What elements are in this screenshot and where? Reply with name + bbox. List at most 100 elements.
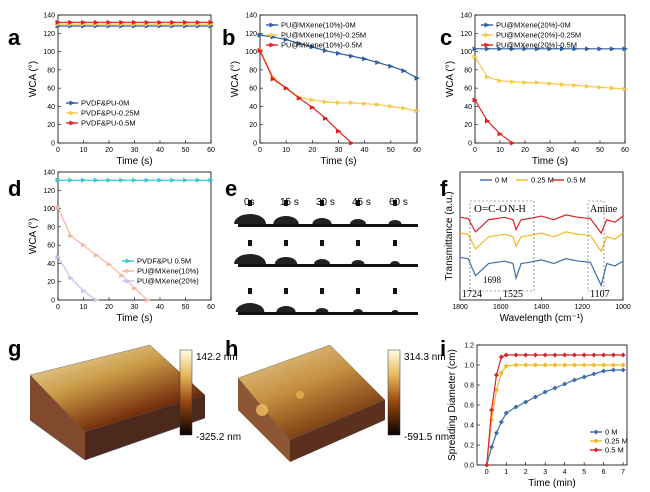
- data-point: [489, 444, 495, 450]
- data-point: [547, 46, 553, 52]
- colorbar-h: [387, 349, 401, 436]
- data-point: [283, 37, 290, 43]
- x-tick-label: 10: [80, 147, 88, 154]
- data-point: [144, 177, 151, 183]
- data-point: [472, 54, 478, 60]
- data-point: [522, 80, 528, 86]
- syringe-needle: [356, 200, 360, 206]
- colorbar-g-min: -325.2 nm: [196, 432, 241, 443]
- data-point: [535, 80, 541, 86]
- data-point: [610, 367, 616, 373]
- data-point: [497, 131, 503, 137]
- data-point: [513, 352, 519, 358]
- data-point: [620, 367, 626, 373]
- y-tick-label: 20: [47, 122, 55, 129]
- data-point: [610, 352, 616, 358]
- ftir-box-left: [469, 200, 535, 292]
- data-point: [522, 46, 528, 52]
- series-line-2: [459, 214, 624, 235]
- y-tick-label: 100: [43, 49, 55, 56]
- series-line-0: [459, 256, 624, 288]
- x-tick-label: 2: [524, 469, 528, 476]
- data-point: [622, 46, 628, 52]
- data-point: [560, 81, 566, 87]
- syringe-needle: [393, 240, 397, 246]
- legend-label: PU@MXene(20%)-0M: [496, 21, 571, 30]
- data-point: [336, 128, 342, 134]
- syringe-needle: [393, 288, 397, 294]
- data-point: [119, 19, 125, 25]
- data-point: [503, 363, 509, 369]
- data-point: [119, 272, 125, 278]
- x-tick-label: 50: [182, 304, 190, 311]
- x-tick-label: 10: [282, 147, 290, 154]
- data-point: [542, 389, 548, 395]
- data-point: [620, 352, 626, 358]
- data-point: [532, 362, 538, 368]
- legend-label: PU@MXene(10%)-0.5M: [281, 41, 362, 50]
- syringe-needle: [284, 200, 288, 206]
- x-tick-label: 30: [546, 147, 554, 154]
- y-tick-label: 0: [253, 141, 257, 148]
- data-point: [349, 100, 355, 106]
- data-point: [81, 242, 87, 248]
- x-tick-label: 60: [207, 304, 215, 311]
- data-point: [485, 118, 491, 124]
- water-droplet: [350, 219, 366, 224]
- data-point: [55, 19, 61, 25]
- data-point: [93, 177, 100, 183]
- substrate-line: [238, 312, 418, 315]
- x-axis-title: Wavelength (cm⁻¹): [500, 313, 584, 324]
- ftir-annotation: O=C-O: [474, 203, 507, 215]
- y-axis-title: WCA (°): [230, 61, 241, 97]
- data-point: [309, 44, 316, 50]
- data-point: [375, 60, 381, 66]
- data-point: [571, 377, 577, 383]
- data-point: [622, 86, 628, 92]
- legend-marker: [269, 22, 275, 28]
- y-tick-label: 80: [249, 67, 257, 74]
- data-point: [610, 85, 616, 91]
- data-point: [503, 352, 509, 358]
- y-axis-title: WCA (°): [28, 61, 39, 97]
- data-point: [591, 352, 597, 358]
- data-point: [542, 362, 548, 368]
- water-droplet: [315, 308, 329, 312]
- y-tick-label: 1.2: [464, 343, 474, 350]
- y-tick-label: 120: [43, 31, 55, 38]
- legend-marker: [125, 268, 131, 274]
- data-point: [296, 40, 303, 46]
- syringe-needle: [356, 240, 360, 246]
- y-tick-label: 0: [51, 298, 55, 305]
- data-point: [55, 254, 61, 260]
- data-point: [497, 46, 503, 52]
- x-tick-label: 20: [521, 147, 529, 154]
- legend-label: 0 M: [495, 176, 508, 185]
- data-point: [362, 56, 368, 62]
- y-tick-label: 80: [47, 224, 55, 231]
- chart-c-wca: 0 10 20 30 40 50 60 0 20 40 60 80 100 120 140 Time (s) W…: [445, 13, 629, 168]
- legend-label: 0.5 M: [605, 446, 624, 455]
- data-point: [414, 108, 420, 114]
- data-point: [388, 63, 394, 69]
- x-tick-label: 30: [131, 147, 139, 154]
- legend-label: 0 M: [605, 428, 618, 437]
- legend-label: PVDF&PU-0M: [81, 99, 129, 108]
- data-point: [296, 95, 303, 101]
- y-tick-label: 60: [47, 86, 55, 93]
- x-tick-label: 7: [621, 469, 625, 476]
- legend-marker: [593, 438, 599, 444]
- y-tick-label: 100: [460, 49, 472, 56]
- data-point: [401, 105, 407, 111]
- legend-label: 0.5 M: [567, 176, 586, 185]
- x-axis-title: Time (min): [528, 478, 575, 489]
- y-axis-title: Transmittance (a.u.): [444, 191, 455, 280]
- x-tick-label: 3: [543, 469, 547, 476]
- data-point: [562, 352, 568, 358]
- data-point: [547, 81, 553, 87]
- data-point: [572, 46, 578, 52]
- data-point: [498, 354, 504, 360]
- y-tick-label: 100: [43, 206, 55, 213]
- data-point: [523, 362, 529, 368]
- x-tick-label: 40: [156, 147, 164, 154]
